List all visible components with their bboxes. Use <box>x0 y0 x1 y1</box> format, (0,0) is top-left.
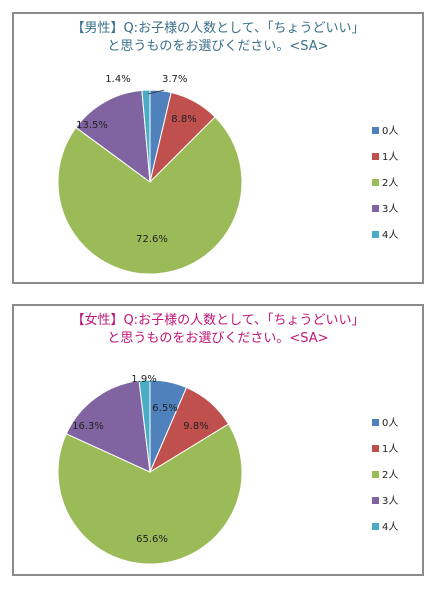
legend-swatch-female-3 <box>372 497 379 504</box>
data-label-male-4: 1.4% <box>105 74 130 85</box>
chart-panel-female: 【女性】Q:お子様の人数として、「ちょうどいい」 と思うものをお選びください。<… <box>12 304 424 576</box>
legend-swatch-male-0 <box>372 127 379 134</box>
legend-swatch-male-2 <box>372 179 379 186</box>
legend-label-male-0: 0人 <box>382 125 398 137</box>
legend-swatch-male-4 <box>372 231 379 238</box>
legend-label-female-3: 3人 <box>382 495 398 507</box>
pie-slice-male-2 <box>57 116 243 275</box>
legend-swatch-female-1 <box>372 445 379 452</box>
pie-slice-female-4 <box>138 379 151 473</box>
pie-slice-male-3 <box>75 89 151 184</box>
data-label-female-3: 16.3% <box>72 421 104 432</box>
data-label-male-2: 72.6% <box>136 234 168 245</box>
legend-swatch-female-4 <box>372 523 379 530</box>
legend-label-male-4: 4人 <box>382 229 398 241</box>
legend-swatch-female-0 <box>372 419 379 426</box>
data-label-male-1: 8.8% <box>171 114 196 125</box>
label-leader-male <box>147 89 165 95</box>
data-label-female-0: 6.5% <box>152 403 177 414</box>
legend-label-female-0: 0人 <box>382 417 398 429</box>
pie-chart-female: 6.5% 9.8% 65.6% 16.3% 1.9% 0人 1人 2人 3人 4人 <box>57 374 398 565</box>
pie-slice-female-3 <box>65 380 151 473</box>
legend-label-female-1: 1人 <box>382 443 398 455</box>
pie-slice-male-4 <box>141 89 151 183</box>
data-label-male-3: 13.5% <box>76 120 108 131</box>
pie-slice-female-2 <box>57 423 243 565</box>
chart-title-female: 【女性】Q:お子様の人数として、「ちょうどいい」 と思うものをお選びください。<… <box>71 313 365 346</box>
data-label-female-1: 9.8% <box>183 421 208 432</box>
legend-label-female-4: 4人 <box>382 521 398 533</box>
legend-label-male-2: 2人 <box>382 177 398 189</box>
legend-label-female-2: 2人 <box>382 469 398 481</box>
legend-label-male-3: 3人 <box>382 203 398 215</box>
data-label-female-2: 65.6% <box>136 534 168 545</box>
chart-title-male: 【男性】Q:お子様の人数として、「ちょうどいい」 と思うものをお選びください。<… <box>71 21 365 54</box>
chart-panel-male: 【男性】Q:お子様の人数として、「ちょうどいい」 と思うものをお選びください。<… <box>12 12 424 284</box>
legend-swatch-male-3 <box>372 205 379 212</box>
data-label-male-0: 3.7% <box>162 74 187 85</box>
pie-chart-male: 3.7% 8.8% 72.6% 13.5% 1.4% 0人 1人 2人 3人 4人 <box>57 74 398 275</box>
legend-swatch-male-1 <box>372 153 379 160</box>
legend-swatch-female-2 <box>372 471 379 478</box>
data-label-female-4: 1.9% <box>131 374 156 385</box>
legend-label-male-1: 1人 <box>382 151 398 163</box>
